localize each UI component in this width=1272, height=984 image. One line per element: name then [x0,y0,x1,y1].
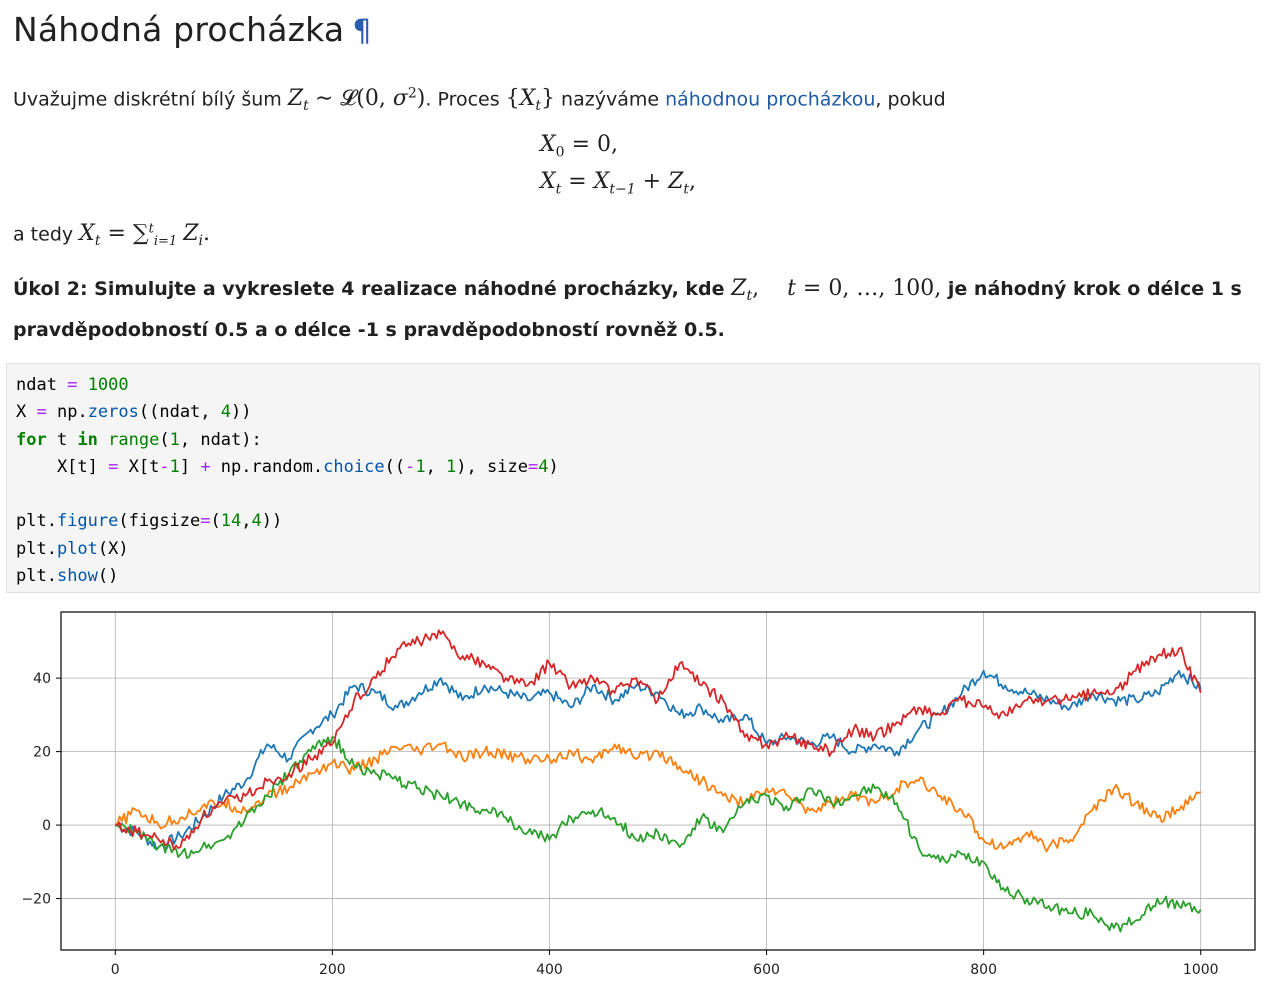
x-tick-label: 600 [753,962,780,978]
code-line-3: for t in range(1, ndat): [16,429,262,450]
page-title-text: Náhodná procházka [13,10,345,49]
series-line-4 [115,629,1202,851]
code-line-8: plt.show() [16,566,119,587]
chart-ticks: 0 200 400 600 800 1000 −20 0 20 40 [21,671,1218,978]
random-walk-chart: 0 200 400 600 800 1000 −20 0 20 40 [21,611,1256,978]
equation-line-1: X0 = 0, [540,132,619,161]
sum-text: a tedy [13,223,80,246]
equation-block: X0 = 0, Xt = Xt−1 + Zt, [540,130,696,205]
intro-text-2: . Proces [425,88,506,111]
series-line-2 [114,741,1202,853]
intro-math-process: {Xt} [505,86,555,115]
task-text-1: Úkol 2: Simulujte a vykreslete 4 realiza… [13,278,732,300]
chart-lines [114,629,1202,933]
x-tick-label: 400 [536,962,563,978]
equation-line-2: Xt = Xt−1 + Zt, [540,169,697,198]
random-walk-link[interactable]: náhodnou procházkou [665,88,876,111]
series-line-3 [115,735,1202,933]
code-line-6: plt.figure(figsize=(14,4)) [16,511,283,532]
chart-grid [61,612,1255,950]
y-tick-label: 20 [33,745,51,761]
code-line-7: plt.plot(X) [16,538,129,559]
y-tick-label: 0 [42,818,51,834]
sum-paragraph: a tedy Xt = ∑ti=1 Zi. [13,216,210,256]
task-text-2: je náhodný krok o délce 1 s pravděpodobn… [13,278,1242,341]
intro-text-1: Uvažujme diskrétní bílý šum [13,88,288,111]
plot-frame [60,611,1256,951]
x-tick-label: 200 [319,962,346,978]
code-line-4: X[t] = X[t-1] + np.random.choice((-1, 1)… [16,456,559,477]
code-block: ndat = 1000 X = np.zeros((ndat, 4)) for … [7,364,1259,590]
y-tick-label: −20 [21,892,51,908]
x-tick-label: 0 [111,962,120,978]
intro-text-4: , pokud [875,88,946,111]
task-math: Zt, t = 0, …, 100, [731,276,942,304]
intro-math-noise: Zt ∼ 𝓛(0, σ2) [287,86,426,115]
x-tick-label: 800 [970,962,997,978]
page-title: Náhodná procházka ¶ [13,10,372,49]
heading-anchor-link[interactable]: ¶ [352,14,372,49]
series-line-1 [114,669,1202,851]
intro-paragraph: Uvažujme diskrétní bílý šum Zt ∼ 𝓛(0, σ2… [13,80,946,120]
x-tick-label: 1000 [1183,962,1219,978]
task-paragraph: Úkol 2: Simulujte a vykreslete 4 realiza… [13,272,1258,347]
code-line-2: X = np.zeros((ndat, 4)) [16,402,252,423]
code-line-1: ndat = 1000 [16,375,129,395]
intro-text-3: nazýváme [561,88,666,111]
code-cell[interactable]: ndat = 1000 X = np.zeros((ndat, 4)) for … [6,363,1260,593]
sum-math: Xt = ∑ti=1 Zi. [79,221,210,250]
y-tick-label: 40 [33,671,51,687]
